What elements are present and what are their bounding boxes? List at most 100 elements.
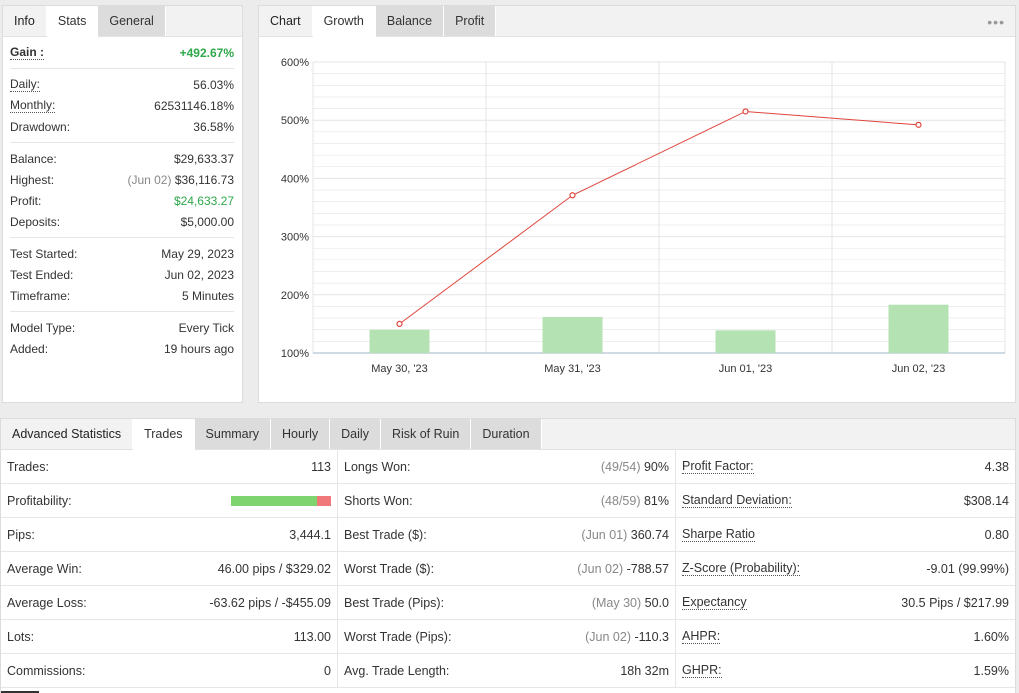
growth-point [569, 192, 576, 199]
stat-value: Every Tick [178, 320, 234, 335]
tab-summary[interactable]: Summary [194, 419, 272, 449]
stat-row: Expectancy 30.5 Pips / $217.99 [676, 586, 1015, 620]
stat-label: Trades: [7, 459, 49, 474]
stat-label: Avg. Trade Length: [344, 663, 450, 678]
growth-point [396, 320, 403, 327]
tab-growth[interactable]: Growth [312, 6, 376, 37]
stat-value: 1.60% [973, 629, 1009, 644]
stat-row: Z-Score (Probability): -9.01 (99.99%) [676, 552, 1015, 586]
stats-group-returns: Daily: 56.03% Monthly: 62531146.18% Drawdown… [10, 69, 234, 143]
stat-value-text: $36,116.73 [174, 172, 234, 187]
stat-label: Shorts Won: [344, 493, 413, 508]
x-tick-label: May 30, '23 [371, 363, 428, 375]
stat-label: Deposits: [10, 214, 61, 229]
stat-value-text: 81% [643, 493, 669, 508]
x-tick-label: May 31, '23 [544, 363, 601, 375]
stat-value: (Jun 01) 360.74 [581, 528, 669, 542]
profitability-loss-fill [317, 495, 331, 506]
advanced-statistics-panel: Advanced Statistics Trades Summary Hourl… [0, 418, 1016, 693]
tab-info[interactable]: Info [3, 6, 47, 36]
scroll-indicator[interactable] [1, 691, 39, 693]
stat-value: 113 [311, 459, 331, 474]
stat-date-note: (48/59) [600, 493, 641, 508]
stat-label: Profitability: [7, 493, 72, 508]
stat-value [231, 495, 331, 506]
stat-date-note: (Jun 02) [127, 172, 172, 187]
stat-value: 30.5 Pips / $217.99 [901, 595, 1009, 610]
profitability-win-fill [231, 495, 317, 506]
profitability-bar [231, 495, 331, 506]
stat-label[interactable]: Standard Deviation: [682, 492, 792, 508]
tab-stats[interactable]: Stats [46, 6, 99, 37]
stat-row: AHPR: 1.60% [676, 620, 1015, 654]
gain-label[interactable]: Gain : [10, 45, 45, 60]
stat-value: 56.03% [193, 77, 234, 92]
tab-advanced-statistics[interactable]: Advanced Statistics [1, 419, 134, 449]
stat-row: Average Win: 46.00 pips / $329.02 [1, 552, 337, 586]
stat-value: 0.80 [984, 527, 1009, 542]
stat-value-text: -788.57 [626, 561, 669, 576]
tab-trades[interactable]: Trades [133, 419, 195, 450]
stat-label[interactable]: Z-Score (Probability): [682, 560, 801, 576]
tab-hourly[interactable]: Hourly [271, 419, 331, 449]
stat-row: Added: 19 hours ago [10, 338, 234, 359]
stat-date-note: (49/54) [600, 459, 641, 474]
stat-row: GHPR: 1.59% [676, 654, 1015, 688]
stat-label[interactable]: Expectancy [682, 594, 747, 610]
stat-value: 36.58% [193, 119, 234, 134]
stat-label: Average Win: [7, 561, 82, 576]
stat-label[interactable]: GHPR: [682, 662, 722, 678]
stat-value: (May 30) 50.0 [592, 596, 669, 610]
stat-label[interactable]: AHPR: [682, 628, 721, 644]
growth-point [742, 108, 749, 115]
tab-risk-of-ruin[interactable]: Risk of Ruin [380, 419, 472, 449]
tab-profit[interactable]: Profit [444, 6, 497, 36]
growth-chart: 100% 200% 300% 400% 500% 600% May 30, '23 May 3… [281, 57, 1006, 375]
stat-value-text: -110.3 [634, 629, 669, 644]
tab-chart[interactable]: Chart [259, 6, 313, 36]
stat-row: Highest: (Jun 02) $36,116.73 [10, 169, 234, 190]
stat-value: 19 hours ago [163, 341, 234, 356]
tab-general[interactable]: General [98, 6, 166, 36]
x-tick-label: Jun 01, '23 [719, 363, 772, 375]
tab-daily[interactable]: Daily [330, 419, 381, 449]
stat-label: Test Started: [10, 246, 78, 261]
stat-label: Longs Won: [344, 459, 411, 474]
stat-value: $308.14 [963, 493, 1009, 508]
stat-row: Drawdown: 36.58% [10, 116, 234, 137]
y-tick-label: 400% [281, 173, 309, 185]
stat-row: Worst Trade (Pips): (Jun 02) -110.3 [338, 620, 675, 654]
more-dots-icon[interactable]: ••• [987, 14, 1005, 30]
stat-value: Jun 02, 2023 [164, 267, 234, 282]
stat-row: Worst Trade ($): (Jun 02) -788.57 [338, 552, 675, 586]
stat-row: Avg. Trade Length: 18h 32m [338, 654, 675, 688]
stat-label: Commissions: [7, 663, 86, 678]
stat-value: 18h 32m [620, 663, 669, 678]
stat-label[interactable]: Sharpe Ratio [682, 526, 755, 542]
stat-row: Commissions: 0 [1, 654, 337, 688]
stat-row: Model Type: Every Tick [10, 317, 234, 338]
stat-row: Profit: $24,633.27 [10, 190, 234, 211]
info-panel: Info Stats General Gain : +492.67% Daily… [2, 5, 243, 403]
growth-bar [369, 329, 430, 353]
stat-label: Pips: [7, 527, 35, 542]
stat-label: Worst Trade (Pips): [344, 629, 452, 644]
stat-value: May 29, 2023 [161, 246, 234, 261]
tab-balance[interactable]: Balance [375, 6, 445, 36]
stat-value: 62531146.18% [154, 98, 234, 113]
advanced-tabbar: Advanced Statistics Trades Summary Hourl… [1, 419, 1015, 450]
stat-value: -63.62 pips / -$455.09 [209, 595, 331, 610]
stat-row: Best Trade (Pips): (May 30) 50.0 [338, 586, 675, 620]
stat-value: 113.00 [293, 629, 331, 644]
stat-value-text: 90% [643, 459, 669, 474]
stat-label[interactable]: Monthly: [10, 97, 56, 113]
stat-row: Test Ended: Jun 02, 2023 [10, 264, 234, 285]
stat-date-note: (Jun 02) [577, 561, 624, 576]
tab-duration[interactable]: Duration [471, 419, 542, 449]
stat-label[interactable]: Profit Factor: [682, 458, 754, 474]
stat-value: (49/54) 90% [601, 460, 669, 474]
stat-label: Highest: [10, 172, 55, 187]
stat-label[interactable]: Daily: [10, 76, 41, 92]
stat-date-note: (Jun 01) [581, 527, 628, 542]
stat-label: Model Type: [10, 320, 76, 335]
